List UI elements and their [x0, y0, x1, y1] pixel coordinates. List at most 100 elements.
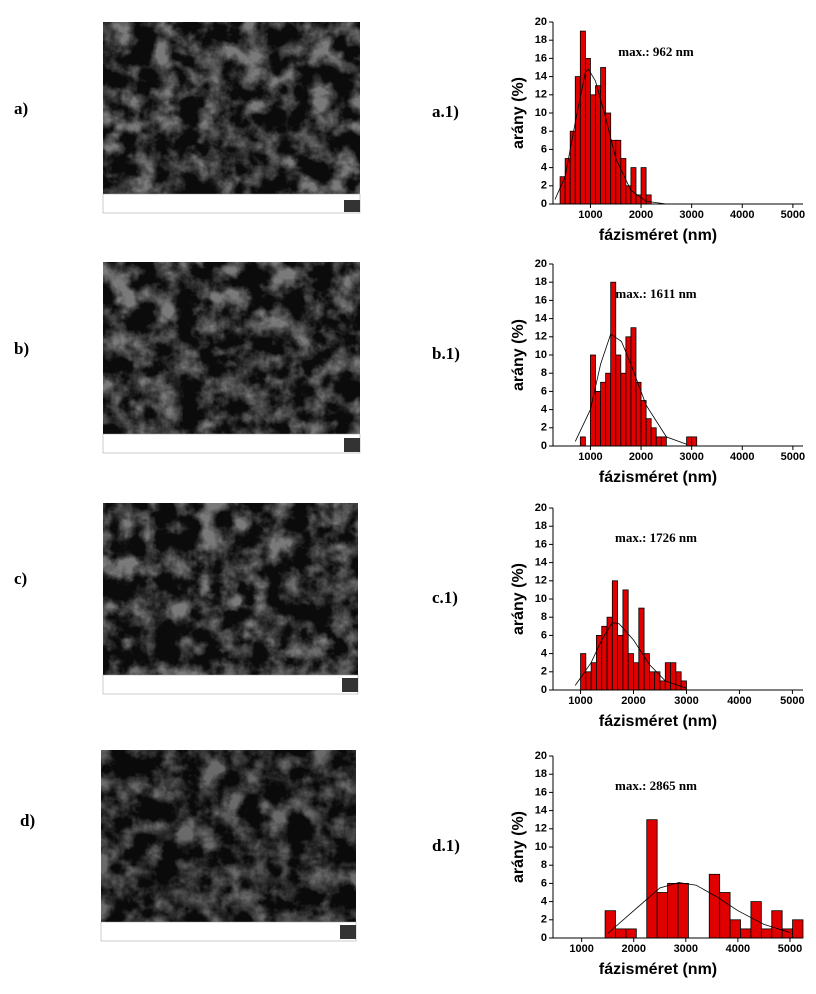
y-tick-label: 8: [541, 859, 547, 871]
x-tick-label: 1000: [578, 209, 602, 221]
fit-curve: [607, 882, 791, 934]
x-tick-label: 1000: [569, 943, 593, 955]
y-tick-label: 10: [535, 107, 547, 119]
bar: [559, 176, 566, 205]
y-tick-label: 18: [535, 768, 547, 780]
bar: [590, 94, 596, 205]
bar: [677, 883, 689, 939]
y-tick-label: 6: [541, 629, 547, 641]
x-tick-label: 3000: [674, 943, 698, 955]
bar: [675, 671, 682, 691]
y-tick-label: 18: [535, 276, 547, 288]
y-tick-label: 14: [535, 313, 548, 325]
x-axis-label: fázisméret (nm): [599, 227, 717, 244]
x-tick-label: 3000: [679, 209, 703, 221]
y-tick-label: 8: [541, 611, 547, 623]
bar: [655, 436, 662, 447]
bar: [659, 680, 666, 691]
bar: [574, 76, 581, 205]
bar: [605, 372, 612, 447]
bar: [625, 928, 637, 939]
bar: [646, 819, 658, 939]
x-tick-label: 2000: [621, 695, 645, 707]
bar: [664, 662, 671, 691]
bar: [579, 30, 586, 205]
bar: [792, 919, 804, 939]
x-tick-label: 5000: [780, 695, 804, 707]
y-tick-label: 10: [535, 841, 547, 853]
fit-curve: [574, 333, 687, 445]
panel-label: c.1): [432, 588, 458, 607]
bar: [771, 910, 783, 939]
y-tick-label: 14: [535, 557, 548, 569]
y-axis-label: arány (%): [510, 319, 527, 391]
y-tick-label: 20: [535, 16, 547, 28]
image-label: b): [14, 339, 29, 358]
bar: [610, 139, 617, 205]
x-tick-label: 4000: [730, 451, 754, 463]
y-tick-label: 0: [541, 684, 547, 696]
y-tick-label: 16: [535, 538, 547, 550]
bar: [622, 589, 629, 691]
bar: [615, 354, 622, 447]
y-tick-label: 6: [541, 143, 547, 155]
panel-label: b.1): [432, 344, 460, 363]
sem-image: [100, 750, 357, 942]
y-tick-label: 20: [535, 750, 547, 762]
bar: [650, 427, 657, 447]
x-tick-label: 5000: [781, 451, 805, 463]
y-tick-label: 20: [535, 258, 547, 270]
bar: [584, 58, 591, 205]
y-tick-label: 0: [541, 932, 547, 944]
panel-label: d.1): [432, 836, 460, 855]
bar: [615, 928, 627, 939]
bar: [670, 662, 677, 691]
bar: [611, 580, 619, 691]
y-tick-label: 20: [535, 502, 547, 514]
fit-curve: [574, 622, 687, 689]
x-tick-label: 4000: [730, 209, 754, 221]
y-tick-label: 6: [541, 877, 547, 889]
bar: [656, 892, 668, 939]
x-tick-label: 5000: [778, 943, 802, 955]
y-tick-label: 4: [541, 896, 548, 908]
y-tick-label: 12: [535, 331, 547, 343]
bar: [760, 928, 773, 939]
bar: [660, 436, 667, 447]
image-label: d): [20, 811, 35, 830]
bar: [595, 85, 601, 205]
image-label: c): [14, 569, 27, 588]
sem-image: [102, 262, 361, 454]
bar: [579, 436, 586, 447]
bar: [610, 281, 617, 447]
y-tick-label: 4: [541, 404, 548, 416]
sem-image: [102, 22, 361, 214]
sem-image: [102, 503, 359, 695]
bar: [640, 400, 647, 447]
y-tick-label: 16: [535, 52, 547, 64]
y-tick-label: 2: [541, 914, 547, 926]
y-axis-label: arány (%): [510, 563, 527, 635]
y-tick-label: 14: [535, 71, 548, 83]
bar: [585, 671, 592, 691]
bar: [633, 662, 640, 691]
bar: [643, 653, 650, 691]
y-axis-label: arány (%): [510, 77, 527, 149]
y-tick-label: 4: [541, 648, 548, 660]
bar: [691, 436, 698, 447]
bar: [729, 919, 741, 939]
annotation: max.: 1726 nm: [615, 530, 697, 545]
x-axis-label: fázisméret (nm): [599, 713, 717, 730]
bar: [648, 671, 656, 691]
y-tick-label: 2: [541, 666, 547, 678]
bar: [645, 418, 652, 447]
y-tick-label: 8: [541, 125, 547, 137]
y-tick-label: 10: [535, 349, 547, 361]
bar: [596, 635, 603, 691]
y-tick-label: 0: [541, 198, 547, 210]
x-tick-label: 2000: [621, 943, 645, 955]
bar: [590, 354, 596, 447]
bar: [708, 873, 721, 939]
y-tick-label: 12: [535, 89, 547, 101]
